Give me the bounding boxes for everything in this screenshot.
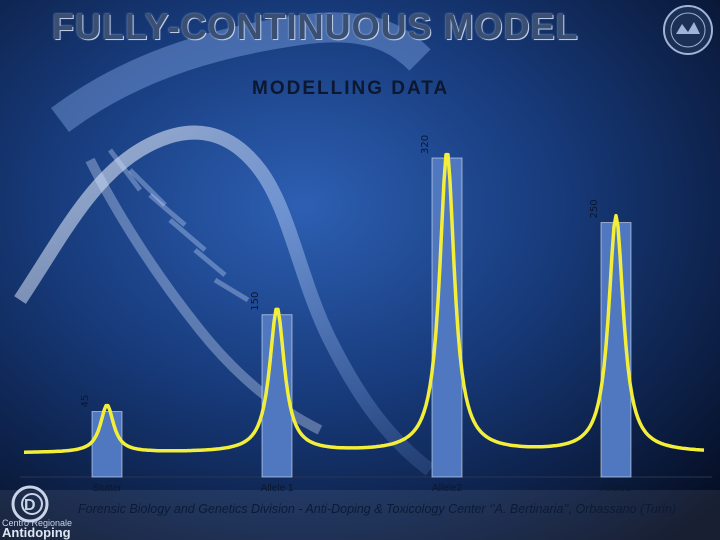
bar-stutter — [91, 411, 123, 478]
institution-seal-icon — [663, 5, 713, 55]
x-tick-label: Allele3 — [601, 483, 631, 494]
data-label: 45 — [80, 395, 91, 408]
x-tick-label: Allele 1 — [261, 483, 294, 494]
slide-title: FULLY-CONTINUOUS MODEL — [52, 6, 579, 47]
x-tick-label: Stutter — [92, 483, 122, 494]
data-label: 150 — [250, 292, 261, 311]
svg-text:D: D — [24, 497, 36, 514]
data-label: 320 — [420, 135, 431, 154]
peak-curve — [24, 152, 705, 454]
data-label: 250 — [589, 199, 600, 218]
x-tick-label: Allele2 — [432, 483, 462, 494]
footer-credit: Forensic Biology and Genetics Division -… — [78, 502, 676, 516]
antidoping-logo-icon: D — [11, 485, 49, 523]
antidoping-logo-text: Centro Regionale Antidoping — [2, 518, 73, 540]
chart-subtitle: MODELLING DATA — [252, 78, 450, 99]
